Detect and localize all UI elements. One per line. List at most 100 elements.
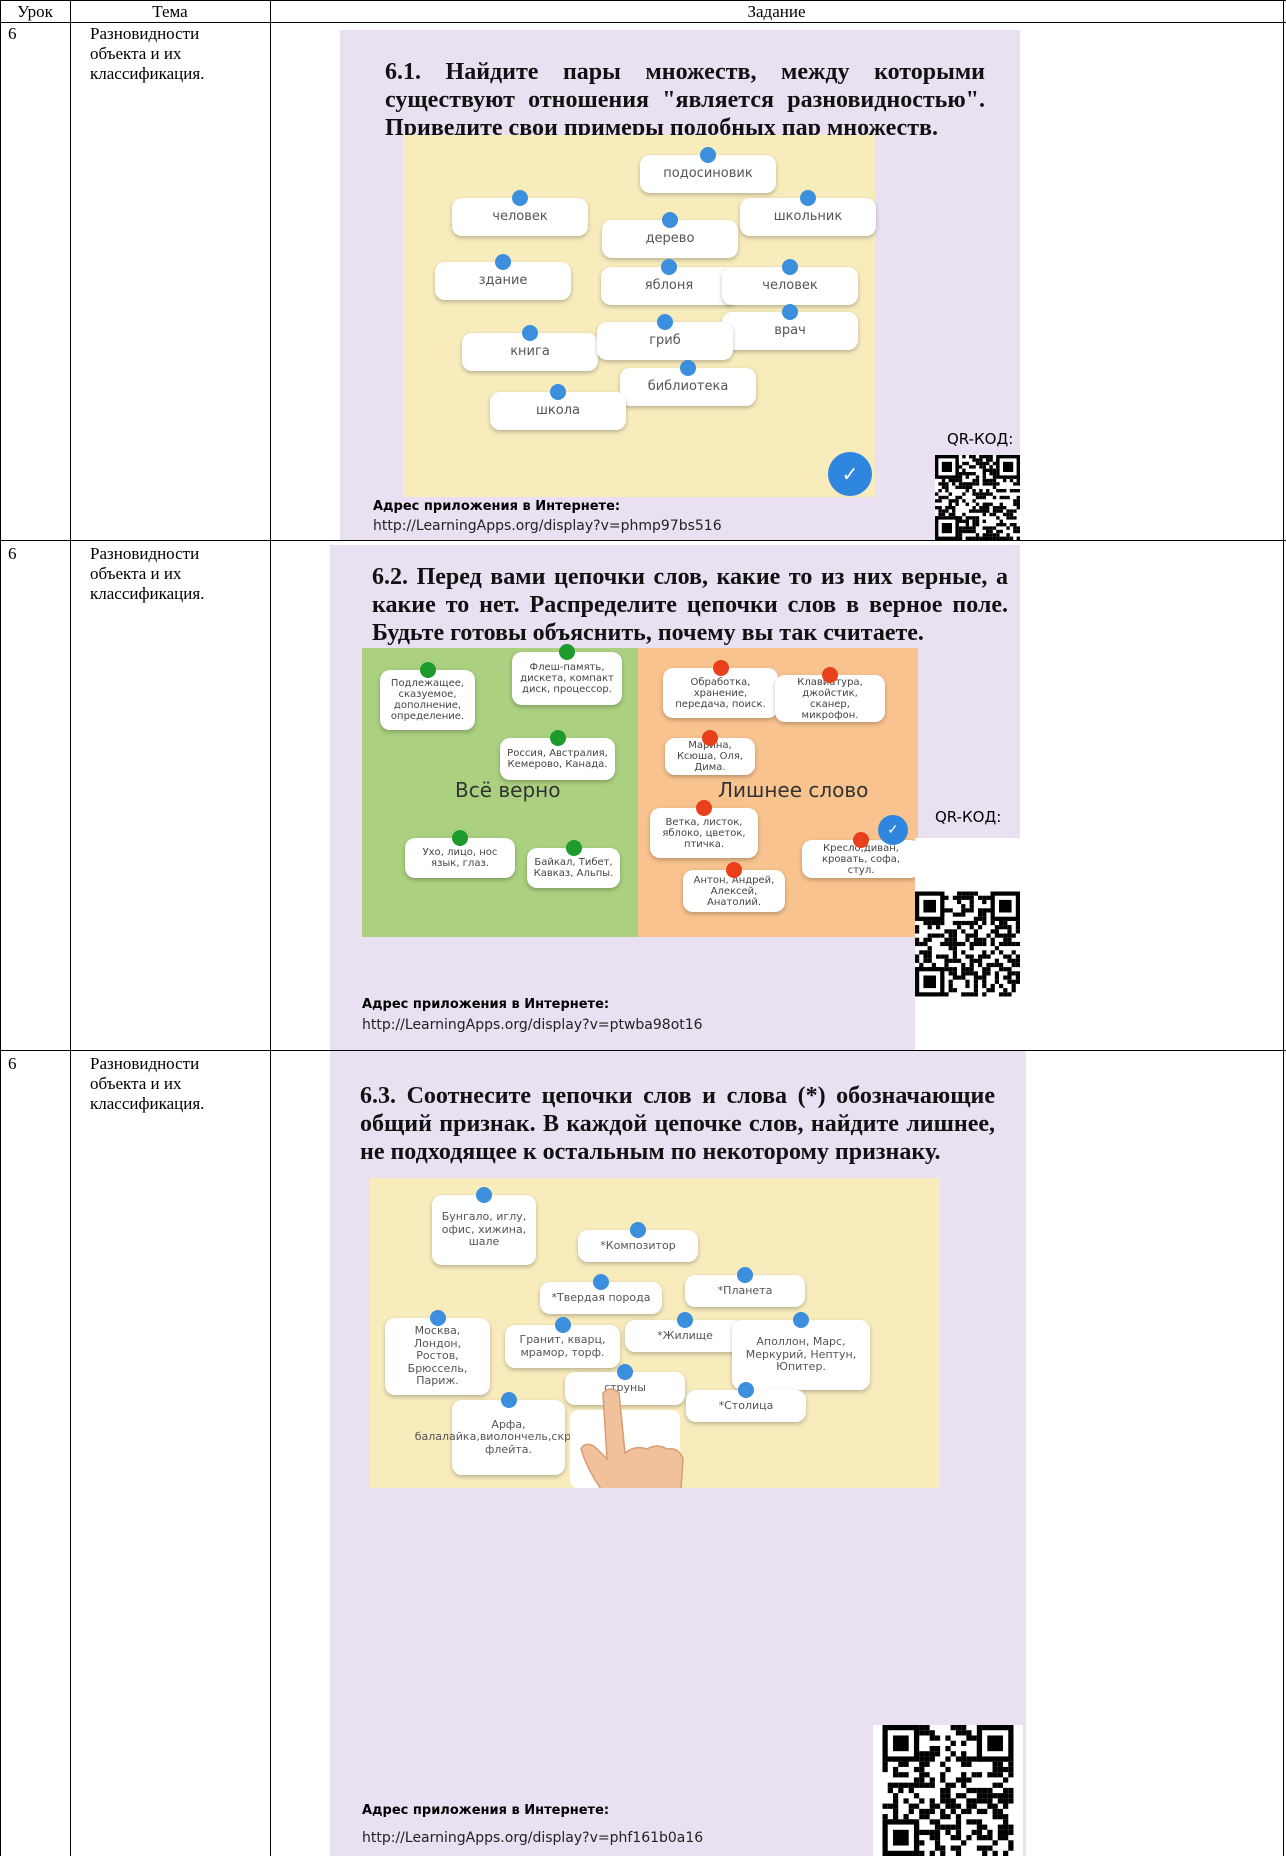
qr-module [961,929,966,934]
qr-module [996,482,1000,486]
qr-module [941,509,946,513]
qr-module [990,937,995,942]
qr-module [999,495,1003,500]
qr-module [952,478,956,483]
qr-module [915,937,920,942]
qr-module [962,472,966,476]
qr-module [999,529,1003,534]
qr-module [982,478,986,483]
topic: Разновидности объекта и их классификация… [90,544,205,603]
qr-module [999,941,1004,947]
qr-module [944,937,949,942]
qr-module [957,895,962,900]
qr-module [978,975,983,980]
qr-module [934,1735,941,1741]
qr-module [1008,1761,1014,1767]
qr-module [999,899,1012,913]
qr-module [982,950,987,955]
qr-module [1016,495,1020,500]
qr-module [1016,502,1020,506]
qr-module [999,519,1003,523]
qr-module [973,933,978,938]
card: Антон, Андрей, Алексей, Анатолий. [683,862,785,912]
qr-module [969,891,974,896]
qr-module [1008,1787,1014,1794]
qr-module [887,1803,893,1809]
qr-module [975,502,980,506]
qr-label: QR-КОД: [935,808,1002,826]
qr-module [1011,962,1016,968]
qr-module [1003,1766,1009,1773]
qr-module [969,958,974,963]
qr-module [936,925,941,930]
qr-module [1003,461,1014,472]
rule [270,0,271,1856]
qr-module [1008,1766,1014,1773]
qr-module [929,1819,935,1825]
qr-module [965,461,969,466]
qr-module [997,1772,1004,1778]
qr-module [982,967,987,972]
qr-module [987,1829,993,1836]
qr-module [957,899,962,905]
qr-module [999,523,1003,527]
qr-module [979,506,983,510]
qr-module [952,954,957,959]
qr-module [945,1824,951,1830]
qr-pattern [882,1725,1014,1856]
qr-module [961,1756,967,1762]
qr-module [919,1782,925,1788]
qr-module [989,472,993,476]
qr-module [961,1840,967,1846]
qr-module [1003,1777,1009,1783]
qr-module [982,461,986,466]
qr-module [992,512,997,517]
qr-module [948,478,952,483]
qr-module [929,1835,935,1841]
qr-module [972,526,976,530]
qr-module [958,465,963,469]
qr-module [1013,482,1017,486]
card: дерево [602,212,738,258]
qr-module [971,1798,977,1804]
qr-module [952,988,957,993]
qr-module [950,1808,956,1815]
qr-module [961,1782,967,1788]
qr-code [935,455,1020,540]
qr-module [1006,512,1010,517]
qr-module [955,502,959,506]
qr-module [979,509,983,513]
qr-module [1013,526,1017,530]
qr-module [929,1808,935,1815]
qr-module [955,485,959,489]
card: Подлежащее, сказуемое, дополнение, опред… [380,662,475,730]
qr-module [969,941,974,947]
qr-module [992,1840,998,1846]
qr-module [940,920,945,926]
qr-module [1011,988,1016,993]
qr-module [987,1735,1004,1752]
card: яблоня [601,259,737,305]
qr-module [979,492,983,496]
qr-module [973,979,978,984]
qr-module [919,1761,925,1767]
qr-module [927,925,932,930]
qr-module [952,971,957,976]
qr-module [948,512,952,517]
qr-module [898,1787,904,1794]
qr-module [948,979,953,984]
qr-module [936,933,941,938]
qr-module [1003,1798,1009,1804]
qr-module [986,502,990,506]
qr-module [979,461,983,466]
card: Байкал, Тибет, Кавказ, Альпы. [527,840,620,888]
qr-module [938,495,942,500]
qr-module [1007,971,1012,976]
qr-module [999,925,1004,930]
task-title: 6.1. Найдите пары множеств, между которы… [385,59,985,141]
qr-module [929,1751,935,1757]
qr-module [992,509,997,513]
qr-module [1013,523,1017,527]
qr-module [982,1850,988,1856]
qr-module [948,941,953,947]
